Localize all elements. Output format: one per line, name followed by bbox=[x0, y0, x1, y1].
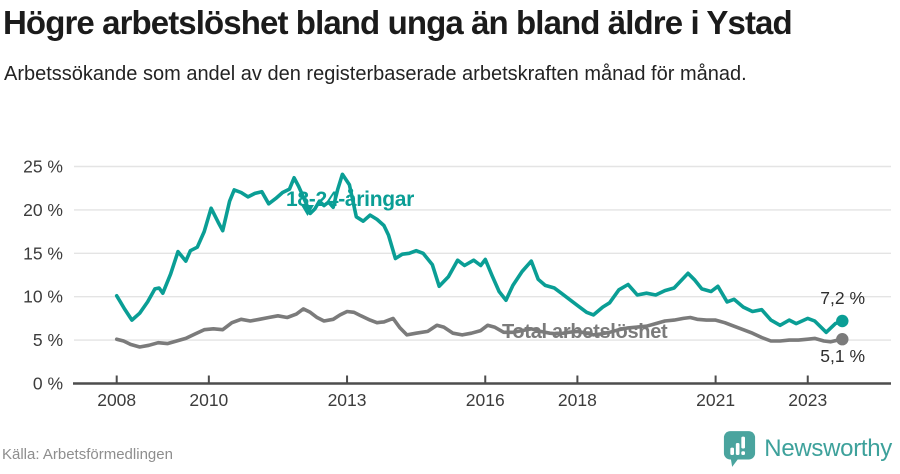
newsworthy-logo: Newsworthy bbox=[723, 430, 892, 468]
y-axis-label: 10 % bbox=[23, 287, 63, 307]
y-axis-label: 5 % bbox=[33, 330, 63, 350]
end-value-label-youth: 7,2 % bbox=[820, 288, 865, 308]
series-end-dot-0 bbox=[836, 314, 849, 328]
y-axis-label: 15 % bbox=[23, 243, 63, 263]
y-axis-label: 0 % bbox=[33, 374, 63, 394]
x-axis-label: 2010 bbox=[189, 390, 228, 410]
source-note: Källa: Arbetsförmedlingen bbox=[2, 446, 173, 463]
series-line-1 bbox=[114, 307, 845, 349]
x-axis-label: 2008 bbox=[97, 390, 136, 410]
series-label-total: Total arbetslöshet bbox=[502, 321, 668, 343]
newsworthy-logo-icon bbox=[724, 431, 756, 467]
x-axis-label: 2021 bbox=[696, 390, 735, 410]
annotation-arrow-icon bbox=[301, 205, 314, 216]
x-axis-label: 2023 bbox=[788, 390, 827, 410]
page-subtitle: Arbetssökande som andel av den registerb… bbox=[4, 63, 747, 85]
x-axis-label: 2018 bbox=[558, 390, 597, 410]
y-axis-label: 20 % bbox=[23, 200, 63, 220]
brand-name: Newsworthy bbox=[764, 435, 892, 462]
series-label-youth: 18-24-åringar bbox=[286, 188, 414, 211]
end-value-label-total: 5,1 % bbox=[820, 346, 865, 366]
series-line-0 bbox=[114, 172, 845, 335]
series-end-dot-1 bbox=[836, 333, 849, 346]
y-axis-label: 25 % bbox=[23, 157, 63, 177]
page-title: Högre arbetslöshet bland unga än bland ä… bbox=[3, 4, 793, 41]
x-axis-label: 2016 bbox=[466, 390, 505, 410]
x-axis-label: 2013 bbox=[328, 390, 367, 410]
